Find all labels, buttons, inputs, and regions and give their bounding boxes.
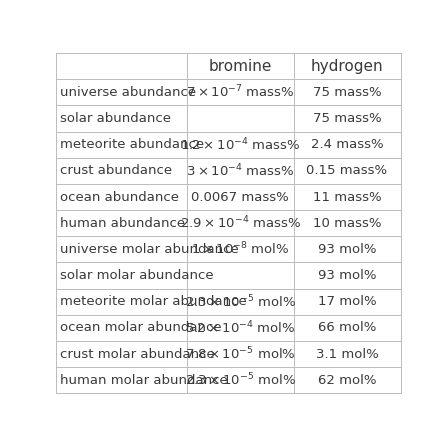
Text: crust abundance: crust abundance bbox=[60, 164, 172, 177]
Text: 0.15 mass%: 0.15 mass% bbox=[307, 164, 388, 177]
Text: bromine: bromine bbox=[208, 59, 272, 74]
Text: crust molar abundance: crust molar abundance bbox=[60, 347, 214, 361]
Text: 93 mol%: 93 mol% bbox=[318, 269, 376, 282]
Text: $7\times10^{-7}$ mass%: $7\times10^{-7}$ mass% bbox=[186, 84, 295, 101]
Text: $5.2\times10^{-4}$ mol%: $5.2\times10^{-4}$ mol% bbox=[185, 320, 295, 336]
Text: ocean molar abundance: ocean molar abundance bbox=[60, 321, 222, 335]
Text: universe molar abundance: universe molar abundance bbox=[60, 243, 239, 256]
Text: 2.4 mass%: 2.4 mass% bbox=[311, 138, 383, 151]
Text: 11 mass%: 11 mass% bbox=[313, 191, 381, 203]
Text: $2.9\times10^{-4}$ mass%: $2.9\times10^{-4}$ mass% bbox=[179, 215, 301, 232]
Text: 75 mass%: 75 mass% bbox=[313, 112, 381, 125]
Text: 93 mol%: 93 mol% bbox=[318, 243, 376, 256]
Text: 0.0067 mass%: 0.0067 mass% bbox=[191, 191, 289, 203]
Text: universe abundance: universe abundance bbox=[60, 86, 196, 99]
Text: 17 mol%: 17 mol% bbox=[318, 295, 376, 308]
Text: meteorite abundance: meteorite abundance bbox=[60, 138, 204, 151]
Text: ocean abundance: ocean abundance bbox=[60, 191, 179, 203]
Text: $1.2\times10^{-4}$ mass%: $1.2\times10^{-4}$ mass% bbox=[180, 137, 300, 153]
Text: 75 mass%: 75 mass% bbox=[313, 86, 381, 99]
Text: 62 mol%: 62 mol% bbox=[318, 374, 376, 387]
Text: 10 mass%: 10 mass% bbox=[313, 217, 381, 230]
Text: human molar abundance: human molar abundance bbox=[60, 374, 227, 387]
Text: solar abundance: solar abundance bbox=[60, 112, 171, 125]
Text: $1\times10^{-8}$ mol%: $1\times10^{-8}$ mol% bbox=[191, 241, 289, 258]
Text: $2.3\times10^{-5}$ mol%: $2.3\times10^{-5}$ mol% bbox=[185, 293, 295, 310]
Text: $3\times10^{-4}$ mass%: $3\times10^{-4}$ mass% bbox=[186, 163, 295, 179]
Text: $2.3\times10^{-5}$ mol%: $2.3\times10^{-5}$ mol% bbox=[185, 372, 295, 389]
Text: 66 mol%: 66 mol% bbox=[318, 321, 376, 335]
Text: meteorite molar abundance: meteorite molar abundance bbox=[60, 295, 247, 308]
Text: $7.8\times10^{-5}$ mol%: $7.8\times10^{-5}$ mol% bbox=[185, 346, 295, 362]
Text: human abundance: human abundance bbox=[60, 217, 185, 230]
Text: solar molar abundance: solar molar abundance bbox=[60, 269, 214, 282]
Text: hydrogen: hydrogen bbox=[311, 59, 383, 74]
Text: 3.1 mol%: 3.1 mol% bbox=[316, 347, 378, 361]
